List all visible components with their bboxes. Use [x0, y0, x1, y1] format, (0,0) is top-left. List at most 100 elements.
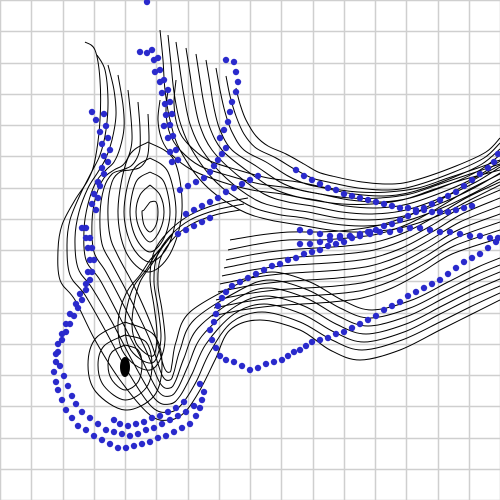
scatter-point — [136, 48, 144, 56]
scatter-point — [198, 218, 206, 226]
scatter-point — [216, 352, 224, 360]
scatter-point — [126, 432, 134, 440]
scatter-point — [456, 230, 464, 238]
scatter-point — [236, 278, 244, 286]
scatter-point — [484, 244, 492, 252]
scatter-point — [206, 214, 214, 222]
scatter-point — [130, 442, 138, 450]
scatter-point — [412, 288, 420, 296]
scatter-point — [420, 206, 428, 214]
scatter-point — [174, 230, 182, 238]
scatter-point — [214, 194, 222, 202]
scatter-point — [386, 228, 394, 236]
scatter-point — [428, 200, 436, 208]
contour-ring-lower-1 — [107, 344, 143, 391]
scatter-point — [476, 250, 484, 258]
scatter-point — [164, 408, 172, 416]
scatter-point — [162, 432, 170, 440]
scatter-point — [222, 288, 230, 296]
scatter-point — [436, 276, 444, 284]
scatter-point — [364, 316, 372, 324]
scatter-point — [302, 342, 310, 350]
scatter-point — [356, 194, 364, 202]
scatter-point — [232, 88, 240, 96]
scatter-point — [78, 224, 86, 232]
scatter-point — [306, 240, 314, 248]
scatter-point — [58, 396, 66, 404]
contour-ring-upper-3 — [129, 171, 171, 253]
scatter-point — [428, 208, 436, 216]
scatter-point — [106, 440, 114, 448]
scatter-point — [476, 232, 484, 240]
scatter-point — [396, 216, 404, 224]
scatter-point — [212, 310, 220, 318]
scatter-point — [308, 248, 316, 256]
scatter-point — [164, 134, 172, 142]
scatter-point — [96, 182, 104, 190]
scatter-point — [158, 89, 166, 97]
scatter-point — [56, 362, 64, 370]
scatter-point — [340, 328, 348, 336]
scatter-point — [324, 242, 332, 250]
scatter-point — [192, 178, 200, 186]
scatter-point — [86, 414, 94, 422]
scatter-point — [292, 254, 300, 262]
scatter-point — [452, 206, 460, 214]
scatter-point — [218, 294, 226, 302]
scatter-point — [54, 340, 62, 348]
scatter-point — [52, 378, 60, 386]
scatter-point — [208, 336, 216, 344]
scatter-point — [72, 400, 80, 408]
scatter-point — [178, 424, 186, 432]
scatter-point — [82, 280, 90, 288]
scatter-point — [84, 268, 92, 276]
scatter-point — [190, 206, 198, 214]
contour-ring-upper-2 — [135, 184, 165, 243]
scatter-point — [90, 190, 98, 198]
scatter-point — [428, 280, 436, 288]
scatter-point — [210, 162, 218, 170]
scatter-point — [88, 108, 96, 116]
scatter-point — [156, 412, 164, 420]
scatter-point — [100, 152, 108, 160]
scatter-point — [66, 310, 74, 318]
scatter-point — [78, 408, 86, 416]
scatter-point — [76, 290, 84, 298]
contour-left-lobe-2 — [124, 203, 245, 364]
contour-right-band-9 — [213, 229, 500, 309]
scatter-point — [182, 226, 190, 234]
scatter-point — [154, 434, 162, 442]
scatter-point — [98, 436, 106, 444]
scatter-point — [102, 426, 110, 434]
scatter-point — [426, 226, 434, 234]
scatter-point — [82, 234, 90, 242]
scatter-point — [110, 416, 118, 424]
scatter-point — [164, 86, 172, 94]
scatter-point — [268, 262, 276, 270]
scatter-point — [346, 232, 354, 240]
scatter-point — [466, 232, 474, 240]
scatter-point — [284, 256, 292, 264]
scatter-point — [226, 108, 234, 116]
scatter-point — [404, 292, 412, 300]
scatter-point — [182, 210, 190, 218]
scatter-point — [74, 422, 82, 430]
scatter-point — [460, 182, 468, 190]
scatter-point — [486, 234, 494, 242]
scatter-point — [420, 284, 428, 292]
scatter-point — [186, 420, 194, 428]
scatter-point — [143, 0, 151, 6]
scatter-point — [270, 358, 278, 366]
scatter-point — [158, 420, 166, 428]
scatter-point — [262, 360, 270, 368]
scatter-point — [206, 168, 214, 176]
scatter-point — [162, 111, 170, 119]
scatter-point — [102, 122, 110, 130]
scatter-point — [416, 224, 424, 232]
scatter-point — [494, 234, 500, 242]
scatter-point — [198, 202, 206, 210]
scatter-point — [84, 244, 92, 252]
scatter-point — [169, 132, 177, 140]
scatter-point — [306, 228, 314, 236]
